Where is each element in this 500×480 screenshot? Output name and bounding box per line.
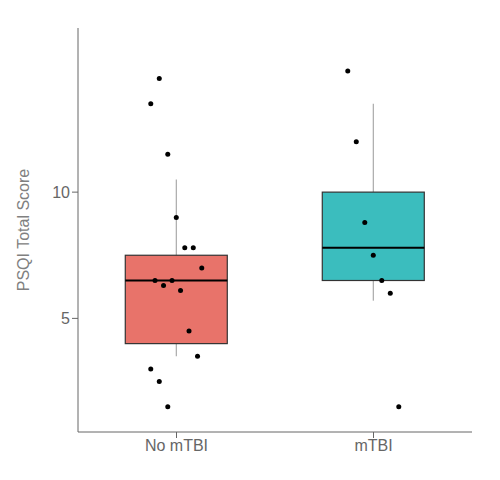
svg-text:No mTBI: No mTBI (145, 437, 208, 454)
svg-text:mTBI: mTBI (354, 437, 392, 454)
svg-text:10: 10 (52, 184, 70, 201)
svg-text:5: 5 (61, 310, 70, 327)
svg-text:PSQI Total Score: PSQI Total Score (15, 169, 32, 292)
